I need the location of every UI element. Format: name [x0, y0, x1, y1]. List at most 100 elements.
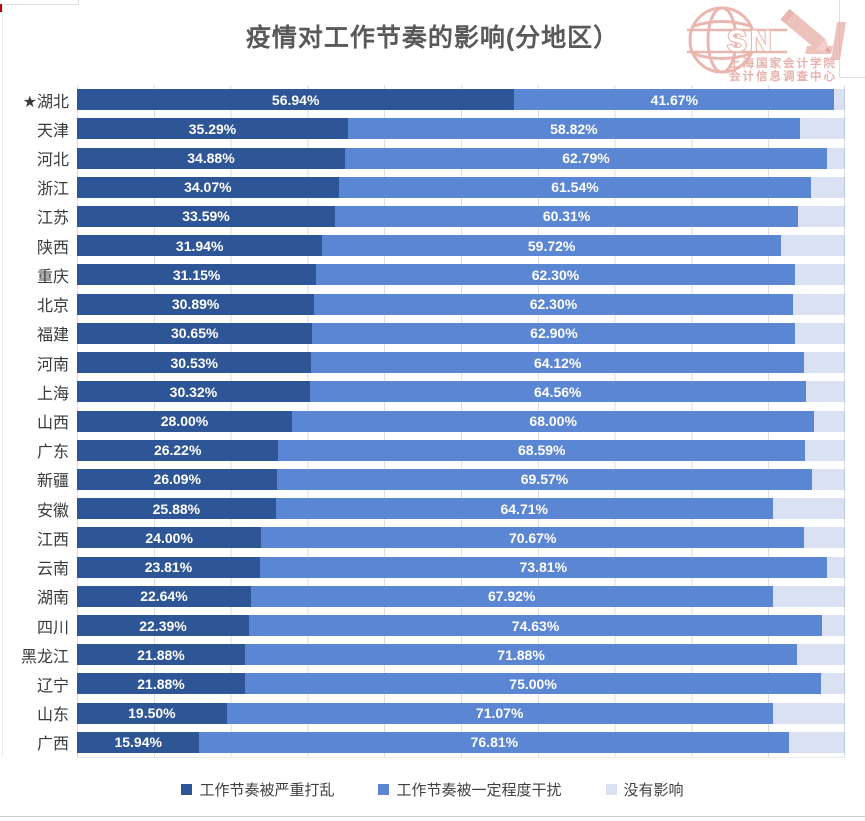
bar-row: 辽宁 21.88% 75.00%: [0, 669, 845, 698]
segment-none: [822, 615, 845, 637]
segment-severe: 34.07%: [77, 176, 339, 198]
segment-moderate: 68.59%: [278, 439, 806, 461]
segment-severe: 28.00%: [77, 410, 293, 432]
value-label: 62.30%: [529, 296, 578, 313]
value-label: 69.57%: [520, 471, 569, 488]
chart-title: 疫情对工作节奏的影响(分地区）: [245, 24, 620, 52]
value-label: 64.12%: [533, 354, 582, 371]
segment-severe: 24.00%: [77, 527, 262, 549]
bottom-border: [0, 816, 865, 817]
segment-severe: 15.94%: [77, 731, 200, 753]
value-label: 64.56%: [534, 383, 582, 400]
segment-none: [803, 352, 845, 374]
segment-none: [826, 556, 845, 578]
bar-row: 黑龙江 21.88% 71.88%: [0, 640, 845, 669]
region-label: 新疆: [36, 473, 69, 491]
region-label: 北京: [36, 298, 69, 316]
logo-text-line1: 上海国家会计学院: [729, 56, 837, 70]
snai-logo: SN 上海国家会计学院 会计信息调查中心: [687, 6, 846, 82]
bar-row: 福建 30.65% 62.90%: [0, 319, 845, 348]
value-label: 21.88%: [137, 675, 185, 692]
value-label: 22.39%: [139, 617, 187, 634]
value-label: 58.82%: [550, 120, 598, 137]
value-label: 76.81%: [470, 734, 519, 751]
bar-row: 四川 22.39% 74.63%: [0, 611, 845, 640]
segment-moderate: 68.00%: [292, 410, 815, 432]
region-label: 湖南: [36, 590, 69, 608]
segment-moderate: 75.00%: [245, 673, 822, 695]
region-label: 浙江: [36, 181, 69, 199]
segment-none: [827, 147, 845, 169]
segment-severe: 19.50%: [77, 702, 227, 724]
region-label: 辽宁: [36, 677, 69, 695]
bar-track: 31.15% 62.30%: [77, 264, 845, 286]
segment-severe: 21.88%: [77, 673, 246, 695]
segment-moderate: 64.71%: [275, 498, 773, 520]
segment-none: [798, 205, 845, 227]
segment-severe: 23.81%: [77, 556, 260, 578]
worksheet-line: [839, 77, 865, 78]
segment-moderate: 61.54%: [338, 176, 812, 198]
bar-row: 广东 26.22% 68.59%: [0, 436, 845, 465]
value-label: 25.88%: [152, 500, 201, 517]
value-label: 59.72%: [527, 237, 576, 254]
region-label: 江苏: [36, 210, 69, 228]
value-label: 30.65%: [170, 325, 219, 342]
segment-severe: 31.15%: [77, 264, 317, 286]
segment-moderate: 76.81%: [199, 731, 790, 753]
bar-track: 30.32% 64.56%: [77, 381, 845, 403]
legend-item-none: 没有影响: [605, 779, 684, 800]
region-label: 江西: [36, 531, 69, 549]
bar-track: 30.53% 64.12%: [77, 352, 845, 374]
segment-severe: 26.22%: [77, 439, 279, 461]
bar-row: 浙江 34.07% 61.54%: [0, 173, 845, 202]
bar-track: 31.94% 59.72%: [77, 235, 845, 257]
bar-track: 30.65% 62.90%: [77, 322, 845, 344]
segment-severe: 33.59%: [77, 205, 335, 227]
bar-row: 山东 19.50% 71.07%: [0, 699, 845, 728]
legend-swatch: [605, 783, 617, 795]
value-label: 68.00%: [529, 413, 577, 430]
value-label: 26.09%: [153, 471, 201, 488]
region-label: 河北: [36, 152, 69, 170]
segment-severe: 22.39%: [77, 615, 249, 637]
segment-moderate: 67.92%: [250, 585, 773, 607]
bar-track: 23.81% 73.81%: [77, 556, 845, 578]
value-label: 62.90%: [530, 325, 578, 342]
value-label: 62.79%: [562, 150, 610, 167]
bar-track: 33.59% 60.31%: [77, 205, 845, 227]
segment-none: [794, 264, 845, 286]
value-label: 30.53%: [170, 354, 218, 371]
pencil-icon: [780, 8, 831, 53]
value-label: 56.94%: [271, 91, 320, 108]
legend-item-severe: 工作节奏被严重打乱: [181, 779, 334, 800]
segment-none: [811, 176, 845, 198]
region-label: 天津: [36, 122, 69, 140]
segment-severe: 30.65%: [77, 322, 313, 344]
bar-row: 天津 35.29% 58.82%: [0, 114, 845, 143]
bar-track: 56.94% 41.67%: [77, 89, 845, 111]
bar-row: 江西 24.00% 70.67%: [0, 523, 845, 552]
region-label: 四川: [36, 619, 69, 637]
bar-row: 河南 30.53% 64.12%: [0, 348, 845, 377]
legend: 工作节奏被严重打乱 工作节奏被一定程度干扰 没有影响: [0, 773, 865, 805]
segment-moderate: 64.56%: [309, 381, 806, 403]
segment-none: [834, 89, 845, 111]
segment-none: [805, 381, 845, 403]
value-label: 26.22%: [153, 442, 202, 459]
segment-moderate: 60.31%: [334, 205, 799, 227]
value-label: 71.88%: [497, 646, 545, 663]
region-label: 广西: [36, 736, 69, 754]
logo-brand-left: SN: [727, 25, 775, 58]
legend-swatch: [181, 783, 193, 795]
region-label: 黑龙江: [20, 648, 69, 666]
bar-row: 重庆 31.15% 62.30%: [0, 260, 845, 289]
bar-track: 19.50% 71.07%: [77, 702, 845, 724]
region-label: 上海: [36, 385, 69, 403]
segment-severe: 30.32%: [77, 381, 310, 403]
value-label: 30.32%: [169, 383, 218, 400]
bar-track: 22.39% 74.63%: [77, 615, 845, 637]
value-label: 34.07%: [184, 179, 232, 196]
segment-moderate: 64.12%: [311, 352, 804, 374]
value-label: 15.94%: [114, 734, 162, 751]
